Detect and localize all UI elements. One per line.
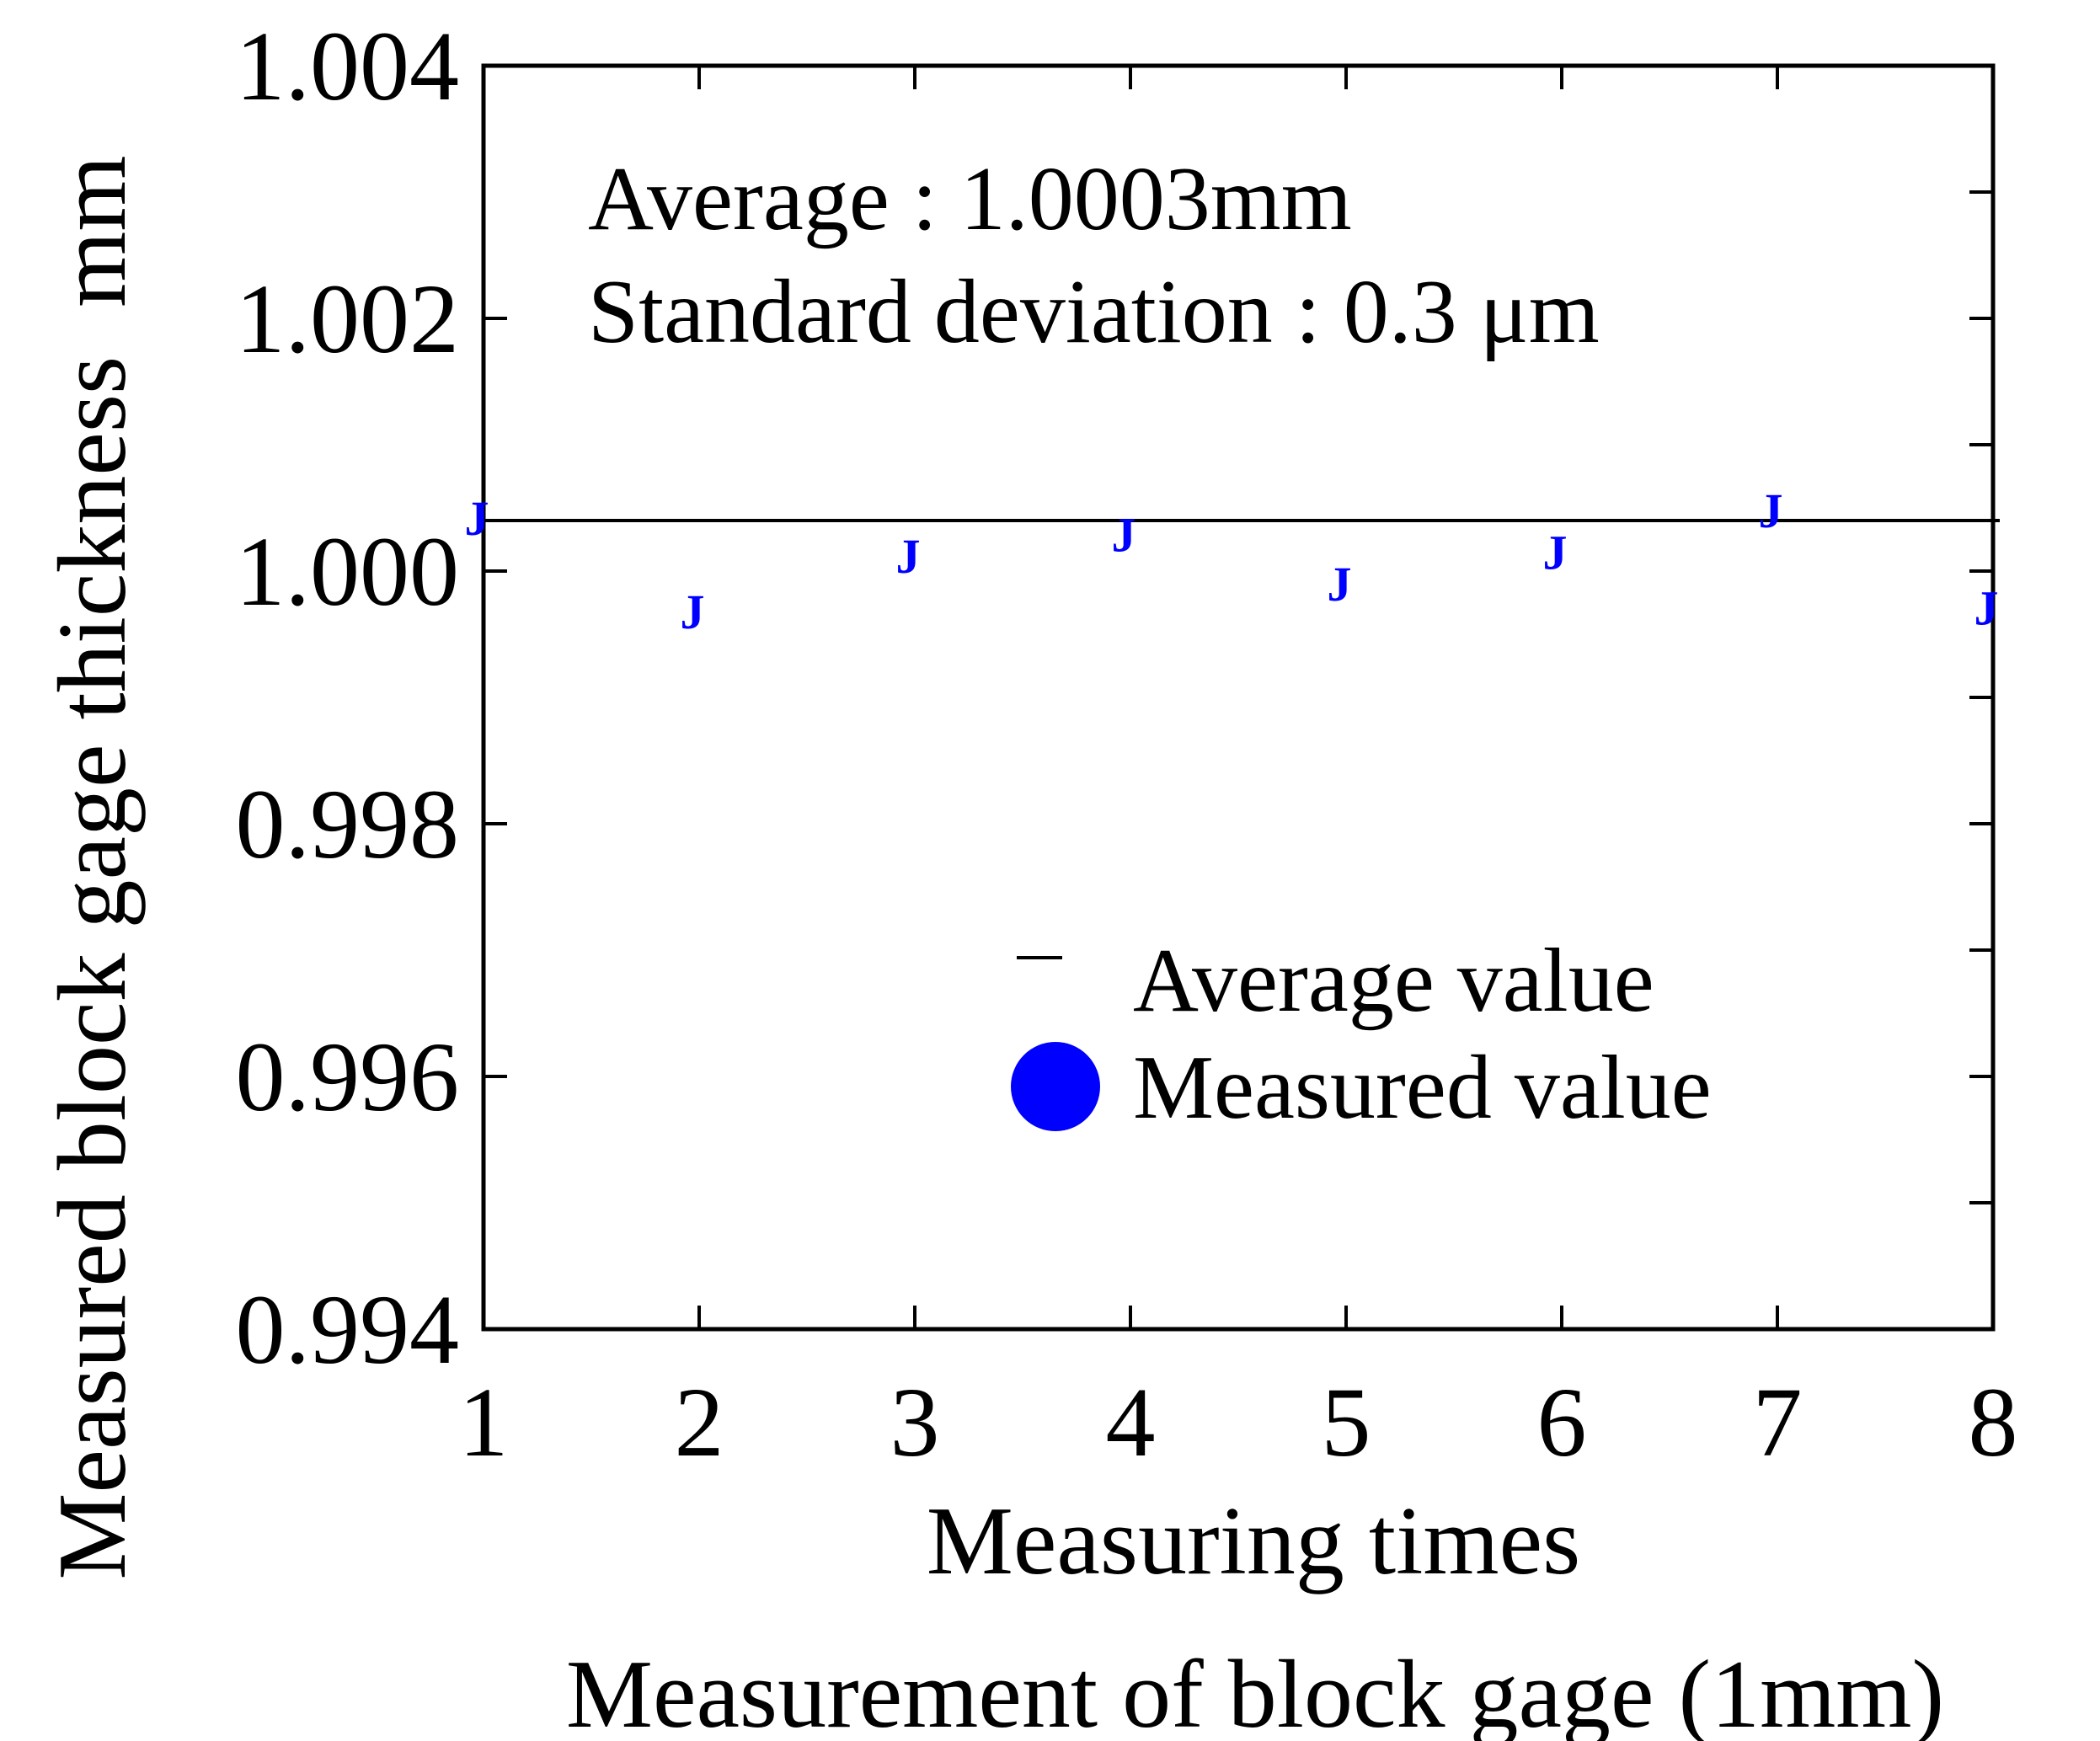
legend-average-label: Average value: [1133, 931, 1654, 1031]
x-axis-title: Measuring times: [927, 1487, 1580, 1595]
measured-point-4: J: [1112, 508, 1136, 563]
measured-value-markers: J J J J J J J J: [465, 483, 1999, 639]
x-tick-label-5: 5: [1322, 1367, 1371, 1477]
measured-point-6: J: [1543, 526, 1568, 580]
measured-point-5: J: [1328, 557, 1352, 611]
x-tick-label-6: 6: [1537, 1367, 1587, 1477]
y-axis-ticks: 0.994 0.996 0.998 1.000 1.002 1.004: [236, 11, 1993, 1385]
y-tick-label-5: 1.004: [236, 11, 460, 121]
y-tick-label-1: 0.996: [236, 1022, 460, 1132]
x-tick-label-3: 3: [890, 1367, 940, 1477]
legend-measured-label: Measured value: [1133, 1038, 1712, 1138]
y-tick-label-0: 0.994: [236, 1274, 460, 1385]
measured-point-2: J: [681, 585, 705, 639]
y-tick-label-3: 1.000: [236, 516, 460, 627]
y-tick-label-2: 0.998: [236, 769, 460, 879]
measured-point-7: J: [1759, 483, 1783, 538]
measured-point-8: J: [1974, 581, 1999, 636]
average-annotation: Average : 1.0003mm: [588, 149, 1352, 249]
x-tick-label-7: 7: [1753, 1367, 1803, 1477]
y-axis-title: Measured block gage thickness mm: [39, 155, 147, 1579]
measured-point-3: J: [896, 529, 921, 584]
x-tick-label-4: 4: [1106, 1367, 1156, 1477]
x-tick-label-1: 1: [459, 1367, 509, 1477]
legend: Average value Measured value: [1011, 931, 1712, 1138]
chart-title: Measurement of block gage (1mm): [566, 1641, 1944, 1741]
x-tick-label-8: 8: [1969, 1367, 2018, 1477]
legend-measured-dot-swatch: [1011, 1042, 1100, 1131]
measured-point-1: J: [465, 491, 489, 546]
y-tick-label-4: 1.002: [236, 264, 460, 374]
std-deviation-annotation: Standard deviation : 0.3 μm: [588, 262, 1600, 362]
x-tick-label-2: 2: [675, 1367, 724, 1477]
x-axis-ticks: 1 2 3 4 5 6 7 8: [459, 66, 2018, 1477]
